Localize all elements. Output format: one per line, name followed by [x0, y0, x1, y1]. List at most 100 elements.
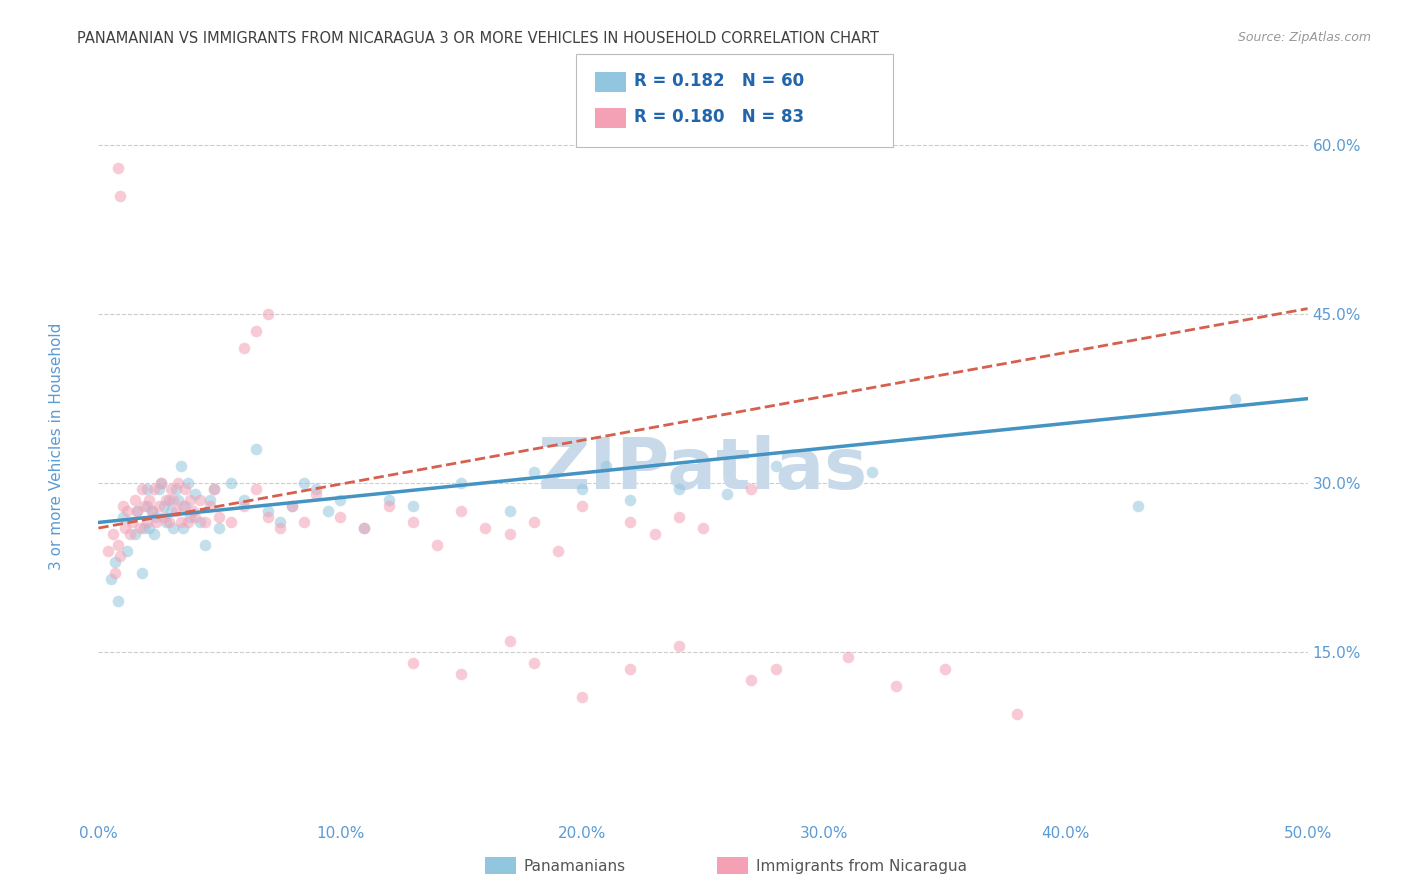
- Point: [232, 492, 254, 507]
- Point: [177, 516, 200, 530]
- Point: [167, 476, 190, 491]
- Point: [108, 549, 131, 564]
- Point: [155, 516, 177, 530]
- Point: [118, 526, 141, 541]
- Point: [172, 499, 194, 513]
- Point: [595, 459, 617, 474]
- Point: [107, 538, 129, 552]
- Point: [138, 521, 160, 535]
- Point: [174, 499, 197, 513]
- Point: [547, 543, 569, 558]
- Point: [305, 487, 328, 501]
- Point: [886, 679, 908, 693]
- Point: [157, 516, 180, 530]
- Point: [523, 516, 546, 530]
- Point: [668, 482, 690, 496]
- Point: [162, 521, 184, 535]
- Point: [177, 476, 200, 491]
- Text: R = 0.180   N = 83: R = 0.180 N = 83: [634, 108, 804, 126]
- Point: [571, 482, 593, 496]
- Point: [135, 499, 157, 513]
- Point: [353, 521, 375, 535]
- Text: Source: ZipAtlas.com: Source: ZipAtlas.com: [1237, 31, 1371, 45]
- Point: [450, 504, 472, 518]
- Point: [145, 509, 167, 524]
- Point: [402, 516, 425, 530]
- Point: [188, 492, 211, 507]
- Point: [167, 492, 190, 507]
- Point: [281, 499, 304, 513]
- Text: Immigrants from Nicaragua: Immigrants from Nicaragua: [756, 859, 967, 873]
- Point: [141, 504, 163, 518]
- Point: [114, 521, 136, 535]
- Point: [204, 482, 226, 496]
- Point: [148, 499, 170, 513]
- Point: [124, 492, 146, 507]
- Point: [692, 521, 714, 535]
- Point: [108, 189, 131, 203]
- Point: [198, 492, 221, 507]
- Text: R = 0.182   N = 60: R = 0.182 N = 60: [634, 72, 804, 90]
- Point: [269, 521, 291, 535]
- Point: [157, 492, 180, 507]
- Point: [143, 526, 166, 541]
- Point: [523, 465, 546, 479]
- Point: [329, 492, 352, 507]
- Point: [111, 499, 134, 513]
- Point: [131, 482, 153, 496]
- Point: [1128, 499, 1150, 513]
- Point: [141, 504, 163, 518]
- Point: [127, 504, 149, 518]
- Point: [179, 492, 201, 507]
- Point: [498, 633, 520, 648]
- Point: [165, 504, 187, 518]
- Point: [281, 499, 304, 513]
- Point: [523, 656, 546, 670]
- Point: [198, 499, 221, 513]
- Point: [644, 526, 666, 541]
- Point: [131, 566, 153, 580]
- Point: [377, 499, 399, 513]
- Point: [135, 482, 157, 496]
- Point: [256, 504, 278, 518]
- Point: [148, 482, 170, 496]
- Point: [765, 459, 787, 474]
- Point: [619, 662, 641, 676]
- Point: [571, 499, 593, 513]
- Point: [329, 509, 352, 524]
- Point: [765, 662, 787, 676]
- Text: PANAMANIAN VS IMMIGRANTS FROM NICARAGUA 3 OR MORE VEHICLES IN HOUSEHOLD CORRELAT: PANAMANIAN VS IMMIGRANTS FROM NICARAGUA …: [77, 31, 879, 46]
- Point: [269, 516, 291, 530]
- Point: [221, 476, 243, 491]
- Point: [165, 482, 187, 496]
- Point: [124, 526, 146, 541]
- Point: [498, 526, 520, 541]
- Point: [292, 516, 315, 530]
- Point: [188, 516, 211, 530]
- Point: [450, 667, 472, 681]
- Text: Panamanians: Panamanians: [523, 859, 626, 873]
- Point: [117, 504, 139, 518]
- Point: [204, 482, 226, 496]
- Point: [426, 538, 449, 552]
- Point: [256, 509, 278, 524]
- Point: [104, 566, 127, 580]
- Point: [668, 509, 690, 524]
- Point: [221, 516, 243, 530]
- Point: [245, 324, 267, 338]
- Point: [232, 499, 254, 513]
- Point: [305, 482, 328, 496]
- Point: [245, 482, 267, 496]
- Point: [179, 509, 201, 524]
- Point: [181, 504, 204, 518]
- Point: [97, 543, 120, 558]
- Point: [169, 516, 191, 530]
- Point: [474, 521, 496, 535]
- Point: [134, 499, 156, 513]
- Point: [740, 673, 762, 687]
- Point: [162, 492, 184, 507]
- Point: [160, 504, 183, 518]
- Point: [208, 521, 231, 535]
- Point: [837, 650, 859, 665]
- Point: [127, 504, 149, 518]
